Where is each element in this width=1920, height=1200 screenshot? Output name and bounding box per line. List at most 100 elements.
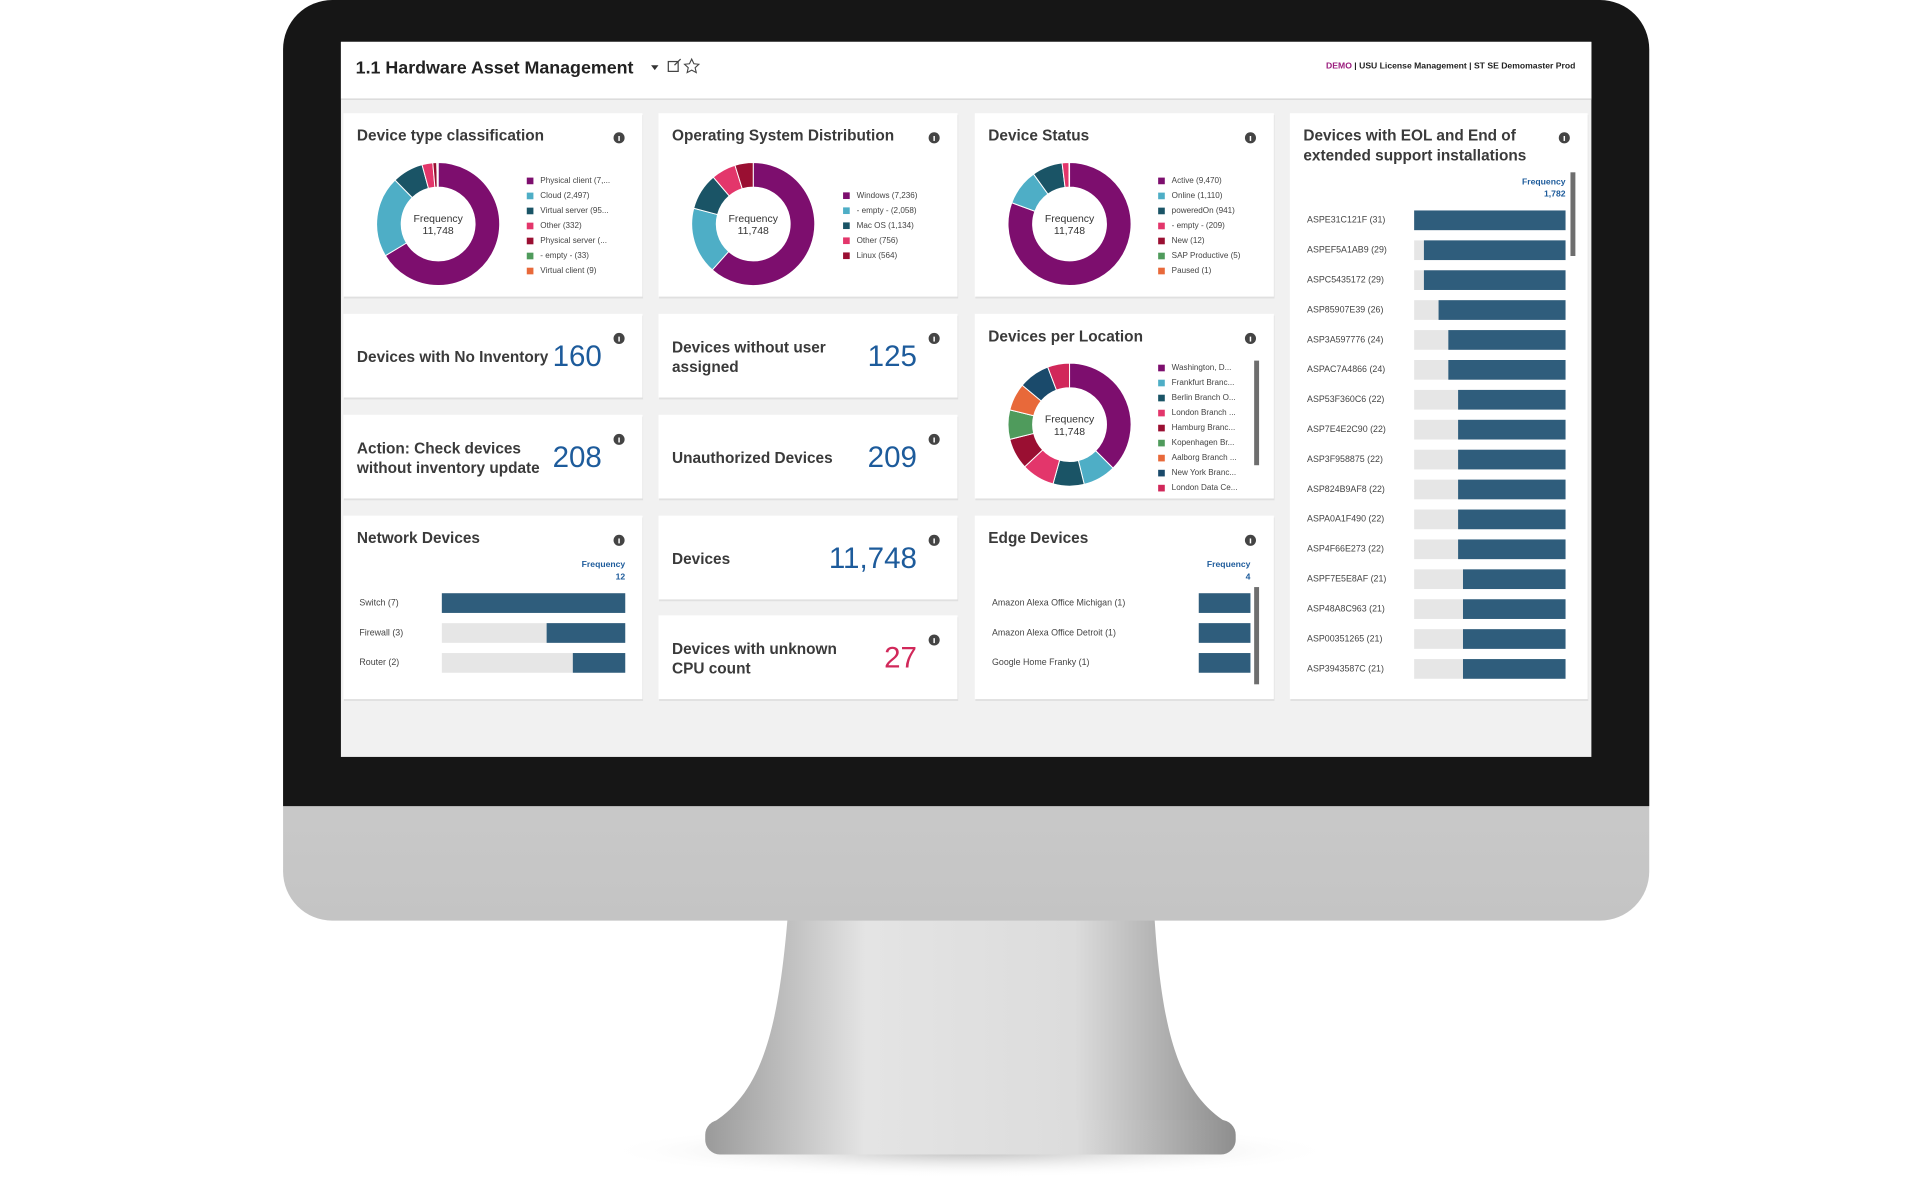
bar (1462, 569, 1566, 590)
legend-label: Berlin Branch O... (1172, 393, 1236, 402)
legend-label: poweredOn (941) (1172, 206, 1235, 215)
donut-center-label: Frequency (413, 214, 463, 225)
panel-card (343, 414, 643, 499)
environment-info: DEMO | USU License Management | ST SE De… (1326, 61, 1575, 71)
bar (441, 593, 626, 613)
panel-card (658, 414, 958, 499)
bar-label: ASP3943587C (21) (1307, 663, 1384, 673)
donut-segment (711, 161, 816, 287)
legend-swatch (1158, 237, 1165, 245)
bar (1462, 629, 1566, 649)
bar (1462, 659, 1566, 679)
bar-label: ASP7E4E2C90 (22) (1307, 424, 1386, 434)
legend-label: Linux (564) (857, 251, 898, 260)
scroll-cover (976, 684, 1273, 698)
legend-label: Washington, D... (1172, 363, 1232, 372)
panel-card (658, 515, 958, 600)
scrollbar[interactable] (1254, 587, 1260, 692)
panel-title: Devices (672, 551, 730, 568)
panel-title: Device Status (988, 128, 1089, 145)
legend-swatch (526, 207, 534, 215)
legend-swatch (843, 207, 850, 215)
panel-title: Devices with No Inventory (357, 349, 549, 366)
legend-swatch (1158, 394, 1165, 402)
legend-label: New (12) (1172, 236, 1205, 245)
legend-swatch (1158, 409, 1165, 417)
header-bar (340, 41, 1592, 99)
stand-base (705, 1120, 1236, 1155)
bar-label: Google Home Franky (1) (992, 657, 1090, 667)
donut-segment (1007, 161, 1132, 287)
bar-label: Router (2) (359, 657, 399, 667)
legend-label: Cloud (2,497) (540, 191, 589, 200)
bar (1458, 539, 1566, 560)
legend-swatch (1158, 469, 1165, 477)
kpi-value: 125 (868, 340, 917, 373)
bar-label: ASP53F360C6 (22) (1307, 394, 1384, 404)
bar-label: ASPE31C121F (31) (1307, 215, 1385, 225)
bar-label: ASP4F66E273 (22) (1307, 544, 1384, 554)
panel-title: Operating System Distribution (672, 128, 894, 145)
legend-label: Physical server (... (540, 236, 607, 245)
legend-label: Physical client (7,... (540, 176, 610, 185)
scrollbar[interactable] (1570, 172, 1576, 256)
legend-swatch (1158, 177, 1165, 185)
legend-label: Windows (7,236) (857, 191, 918, 200)
bar (1448, 330, 1566, 350)
panel-title: Devices with unknown (672, 641, 837, 658)
bar (1458, 479, 1566, 500)
legend-label: Active (9,470) (1172, 176, 1222, 185)
panel-title: extended support installations (1303, 147, 1526, 164)
panel-title: Edge Devices (988, 530, 1088, 547)
bar-label: ASPA0A1F490 (22) (1307, 514, 1384, 524)
measure-total: 4 (1246, 572, 1251, 582)
bar-label: ASPEF5A1AB9 (29) (1307, 245, 1387, 255)
legend-label: London Data Ce... (1172, 483, 1238, 492)
bar-label: ASP3F958875 (22) (1307, 454, 1383, 464)
donut-segment (1069, 362, 1132, 469)
panel-title: Action: Check devices (357, 440, 521, 457)
bar-label: ASP85907E39 (26) (1307, 304, 1383, 314)
panel-title: assigned (672, 359, 739, 376)
donut-segment (384, 161, 501, 287)
legend-label: - empty - (33) (540, 251, 589, 260)
legend-label: Other (332) (540, 221, 582, 230)
measure-total: 12 (616, 572, 626, 582)
bar (1458, 509, 1566, 530)
bar (1458, 449, 1566, 470)
panel-title: Unauthorized Devices (672, 450, 833, 467)
legend-swatch (526, 192, 534, 200)
legend-swatch (526, 252, 534, 260)
bar-label: Amazon Alexa Office Detroit (1) (992, 627, 1116, 637)
bar-label: ASPC5435172 (29) (1307, 274, 1384, 284)
legend-swatch (843, 222, 850, 230)
legend-label: Other (756) (857, 236, 899, 245)
env-info: | USU License Management | ST SE Demomas… (1352, 61, 1575, 71)
dropdown-icon[interactable] (651, 65, 659, 71)
kpi-value: 27 (884, 641, 917, 674)
bar-label: ASP824B9AF8 (22) (1307, 484, 1385, 494)
bar-label: ASPF7E5E8AF (21) (1307, 574, 1386, 584)
donut-segment (1047, 362, 1071, 391)
favorite-icon[interactable] (683, 57, 701, 74)
donut-center-label: Frequency (1045, 414, 1095, 425)
bar-label: ASP00351265 (21) (1307, 633, 1382, 643)
scrollbar[interactable] (1254, 360, 1260, 466)
donut-center-value: 11,748 (1054, 226, 1085, 237)
legend-label: Hamburg Branc... (1172, 423, 1236, 432)
legend-swatch (843, 192, 850, 200)
legend-label: Mac OS (1,134) (857, 221, 915, 230)
legend-swatch (526, 237, 534, 245)
donut-center-value: 11,748 (1054, 427, 1085, 438)
bar (572, 653, 626, 673)
edit-icon[interactable] (667, 58, 682, 72)
legend-label: Frankfurt Branc... (1172, 378, 1235, 387)
kpi-value: 11,748 (829, 542, 917, 575)
legend-swatch (1158, 424, 1165, 432)
donut-center-label: Frequency (729, 214, 779, 225)
panel-title: without inventory update (356, 460, 540, 477)
legend-swatch (1158, 454, 1165, 462)
panel-card (343, 313, 643, 398)
legend-label: Kopenhagen Br... (1172, 438, 1235, 447)
